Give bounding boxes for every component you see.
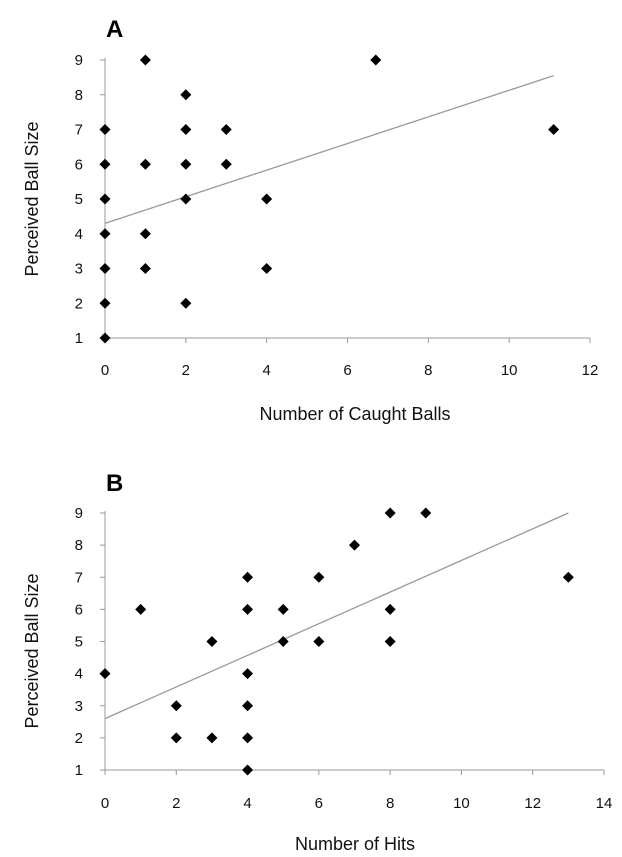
data-point (384, 636, 396, 647)
data-point (313, 636, 325, 647)
data-point (99, 193, 111, 205)
y-tick-label: 2 (75, 295, 83, 312)
y-tick-label: 3 (75, 698, 83, 715)
x-axis-label: Number of Caught Balls (259, 404, 450, 424)
y-tick-label: 7 (75, 122, 83, 139)
data-point (139, 228, 151, 240)
x-tick-label: 0 (101, 795, 109, 812)
data-point (562, 571, 574, 583)
data-point (277, 603, 289, 615)
y-tick-label: 6 (75, 156, 83, 173)
data-point (220, 124, 232, 135)
y-tick-label: 8 (75, 537, 83, 554)
data-point (139, 54, 151, 66)
data-point (99, 263, 111, 274)
data-point (99, 332, 111, 344)
data-point (349, 539, 360, 551)
data-point (135, 603, 147, 615)
data-point (180, 158, 192, 170)
x-tick-label: 6 (343, 362, 351, 379)
data-point (180, 89, 192, 101)
data-point (220, 158, 232, 170)
data-point (99, 228, 111, 240)
data-point (170, 732, 182, 744)
data-point (242, 571, 254, 583)
data-point (277, 636, 289, 647)
x-axis-label: Number of Hits (295, 834, 415, 854)
x-tick-label: 14 (596, 795, 613, 812)
data-point (139, 263, 151, 274)
data-point (384, 603, 396, 615)
y-tick-label: 7 (75, 569, 83, 586)
x-tick-label: 12 (524, 795, 541, 812)
y-tick-label: 5 (75, 191, 83, 208)
y-tick-label: 4 (75, 666, 83, 683)
x-tick-label: 2 (172, 795, 180, 812)
x-tick-label: 0 (101, 362, 109, 379)
data-point (206, 636, 218, 647)
panel-a: A Perceived Ball Size Number of Caught B… (22, 16, 598, 424)
panel-label: A (106, 16, 123, 43)
data-point (170, 700, 182, 712)
x-tick-label: 2 (182, 362, 190, 379)
data-point (242, 764, 254, 776)
y-tick-label: 4 (75, 226, 83, 243)
y-tick-label: 9 (75, 505, 83, 522)
y-tick-label: 9 (75, 52, 83, 69)
trendline (104, 512, 569, 720)
panel-b: B Perceived Ball Size Number of Hits 123… (22, 470, 612, 854)
data-point (242, 700, 254, 712)
data-point (180, 193, 192, 205)
data-point (139, 158, 151, 170)
data-point (384, 507, 396, 519)
x-tick-label: 6 (315, 795, 323, 812)
x-tick-label: 8 (386, 795, 394, 812)
data-point (420, 507, 432, 519)
data-point (261, 193, 273, 205)
y-tick-label: 8 (75, 87, 83, 104)
y-tick-label: 1 (75, 762, 83, 779)
y-axis-label: Perceived Ball Size (22, 573, 42, 728)
y-tick-label: 5 (75, 634, 83, 651)
y-tick-label: 1 (75, 330, 83, 347)
data-point (99, 668, 111, 680)
y-axis-label: Perceived Ball Size (22, 121, 42, 276)
data-point (242, 732, 254, 744)
data-point (242, 603, 254, 615)
data-point (99, 124, 111, 135)
data-point (313, 571, 325, 583)
x-tick-label: 10 (501, 362, 518, 379)
data-point (548, 124, 560, 135)
x-tick-label: 4 (243, 795, 251, 812)
data-point (99, 158, 111, 170)
x-tick-label: 8 (424, 362, 432, 379)
y-tick-label: 2 (75, 730, 83, 747)
x-tick-label: 10 (453, 795, 470, 812)
data-point (242, 668, 254, 680)
panel-label: B (106, 470, 123, 497)
data-point (261, 263, 273, 274)
data-point (180, 297, 192, 309)
data-point (180, 124, 192, 135)
data-point (99, 297, 111, 309)
trendline (104, 75, 554, 224)
y-tick-label: 6 (75, 601, 83, 618)
x-tick-label: 4 (262, 362, 270, 379)
y-tick-label: 3 (75, 261, 83, 278)
data-point (370, 54, 382, 66)
data-point (206, 732, 218, 744)
x-tick-label: 12 (582, 362, 599, 379)
